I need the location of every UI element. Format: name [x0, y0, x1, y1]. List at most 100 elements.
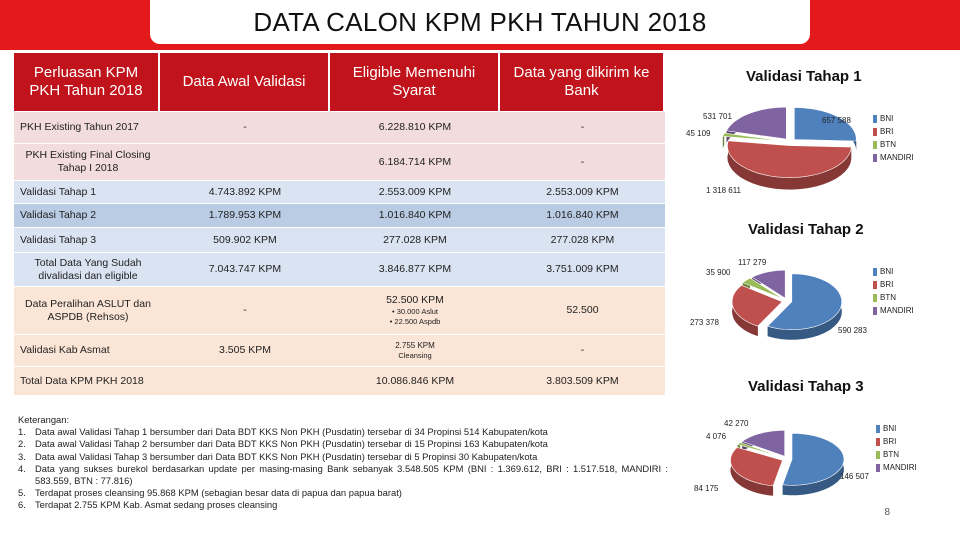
header-bank: Data yang dikirim ke Bank [500, 53, 665, 111]
data-label: 4 076 [706, 432, 727, 441]
legend-item: BRI [873, 125, 914, 138]
cell-eligible: 2.553.009 KPM [378, 185, 452, 198]
pie-chart-tahap2 [731, 269, 843, 340]
legend-item: BNI [876, 422, 917, 435]
cell-awal: 7.043.747 KPM [208, 263, 282, 275]
cell-eligible: 6.184.714 KPM [378, 155, 452, 168]
pie-slice-btn [737, 442, 783, 458]
cell-eligible: 2.755 KPM Cleansing [330, 335, 500, 366]
pie-slice-side-bri [732, 285, 758, 337]
page-title: DATA CALON KPM PKH TAHUN 2018 [253, 6, 707, 37]
chart-title-tahap2: Validasi Tahap 2 [748, 221, 864, 238]
note-item: 2. Data awal Validasi Tahap 2 bersumber d… [18, 438, 548, 450]
cell-eligible: 52.500 KPM • 30.000 Aslut • 22.500 Aspdb [330, 287, 500, 334]
kpm-table: Perluasan KPM PKH Tahun 2018 Data Awal V… [14, 53, 665, 395]
row-label: PKH Existing Tahun 2017 [20, 121, 139, 133]
legend-item: MANDIRI [873, 151, 914, 164]
header-eligible: Eligible Memenuhi Syarat [330, 53, 500, 111]
cell-awal: 509.902 KPM [213, 233, 277, 246]
data-label: 45 109 [686, 129, 711, 138]
data-label: 35 900 [706, 268, 731, 277]
cell-awal: 1.789.953 KPM [208, 209, 282, 221]
table-row: Validasi Tahap 3 509.902 KPM 277.028 KPM… [14, 227, 665, 252]
table-row: Validasi Kab Asmat 3.505 KPM 2.755 KPM C… [14, 334, 665, 366]
pie-slice-btn [722, 132, 785, 142]
cell-bank: - [580, 344, 585, 356]
cell-bank: - [580, 121, 585, 133]
header-data-awal: Data Awal Validasi [160, 53, 330, 111]
row-label: Total Data KPM PKH 2018 [20, 374, 144, 387]
cell-bank: 52.500 [566, 304, 599, 316]
table-row: PKH Existing Tahun 2017 - 6.228.810 KPM … [14, 111, 665, 143]
row-label: Validasi Tahap 1 [20, 185, 97, 198]
note-item: 5. Terdapat proses cleansing 95.868 KPM (… [18, 487, 402, 499]
cell-bank: 1.016.840 KPM [546, 209, 619, 221]
pie-slice-side-bni [767, 273, 842, 340]
data-label: 657 588 [822, 116, 851, 125]
legend-item: BRI [873, 278, 914, 291]
note-item: 4. Data yang sukses burekol berdasarkan u… [18, 462, 668, 487]
pie-slice-side-btn [722, 133, 725, 149]
pie-slice-bni [794, 107, 857, 142]
cell-eligible: 1.016.840 KPM [378, 209, 452, 221]
chart-title-tahap3: Validasi Tahap 3 [748, 378, 864, 395]
row-label: Validasi Tahap 2 [20, 209, 97, 221]
cell-bank: 3.751.009 KPM [546, 263, 619, 275]
pie-slice-mandiri [741, 429, 785, 457]
pie-slice-bri [731, 284, 783, 327]
table-row: Total Data KPM PKH 2018 10.086.846 KPM 3… [14, 366, 665, 395]
data-label: 531 701 [703, 112, 732, 121]
legend-tahap2: BNI BRI BTN MANDIRI [873, 265, 914, 317]
legend-item: BRI [876, 435, 917, 448]
legend-item: BNI [873, 112, 914, 125]
pie-slice-mandiri [726, 106, 787, 140]
data-label: 84 175 [694, 484, 719, 493]
pie-slice-mandiri [751, 269, 786, 299]
cell-bank: 3.803.509 KPM [546, 374, 619, 387]
pie-slice-bni [782, 432, 845, 486]
eligible-sub-aslut: • 30.000 Aslut [392, 307, 438, 316]
note-item: 1. Data awal Validasi Tahap 1 bersumber d… [18, 426, 548, 438]
row-label: Total Data Yang Sudah divalidasi dan eli… [34, 256, 142, 282]
eligible-total: 2.755 KPM [395, 340, 435, 350]
data-label: 1 318 611 [706, 186, 741, 195]
row-label: Data Peralihan ASLUT dan ASPDB (Rehsos) [25, 297, 151, 323]
page-number: 8 [884, 507, 890, 518]
cell-awal [160, 367, 330, 395]
chart-title-tahap1: Validasi Tahap 1 [746, 68, 862, 85]
pie-slice-side-bri [730, 447, 774, 496]
legend-item: BTN [876, 448, 917, 461]
row-label: PKH Existing Final Closing Tahap I 2018 [25, 149, 151, 174]
cell-eligible: 3.846.877 KPM [378, 263, 452, 275]
note-item: 6. Terdapat 2.755 KPM Kab. Asmat sedang p… [18, 499, 278, 511]
header-perluasan: Perluasan KPM PKH Tahun 2018 [14, 53, 160, 111]
table-row: Total Data Yang Sudah divalidasi dan eli… [14, 252, 665, 286]
cell-awal: 4.743.892 KPM [208, 185, 282, 198]
legend-item: BNI [873, 265, 914, 278]
cell-eligible: 6.228.810 KPM [378, 121, 452, 133]
pie-slice-bri [730, 447, 783, 487]
data-label: 590 283 [838, 326, 867, 335]
title-box: DATA CALON KPM PKH TAHUN 2018 [150, 0, 810, 44]
row-label: Validasi Tahap 3 [20, 233, 97, 246]
legend-item: MANDIRI [876, 461, 917, 474]
data-label: 117 279 [738, 258, 767, 267]
pie-slice-btn [741, 277, 784, 300]
data-label: 42 270 [724, 419, 749, 428]
cell-awal: - [243, 304, 247, 316]
cell-bank: 277.028 KPM [550, 233, 615, 246]
note-item: 3. Data awal Validasi Tahap 3 bersumber d… [18, 450, 538, 462]
pie-slice-bri [727, 140, 852, 178]
notes-section: Keterangan: 1. Data awal Validasi Tahap 1… [18, 414, 668, 512]
cell-awal: 3.505 KPM [219, 344, 271, 356]
notes-heading: Keterangan: [18, 414, 70, 425]
pie-chart-tahap1 [722, 106, 857, 190]
title-banner: DATA CALON KPM PKH TAHUN 2018 [0, 0, 960, 50]
legend-tahap1: BNI BRI BTN MANDIRI [873, 112, 914, 164]
table-row: Validasi Tahap 2 1.789.953 KPM 1.016.840… [14, 203, 665, 227]
eligible-sub-aspdb: • 22.500 Aspdb [389, 317, 441, 326]
row-label: Validasi Kab Asmat [20, 344, 110, 356]
data-label: 146 507 [840, 472, 869, 481]
cell-bank: - [580, 155, 585, 168]
pie-chart-tahap3 [730, 429, 845, 496]
